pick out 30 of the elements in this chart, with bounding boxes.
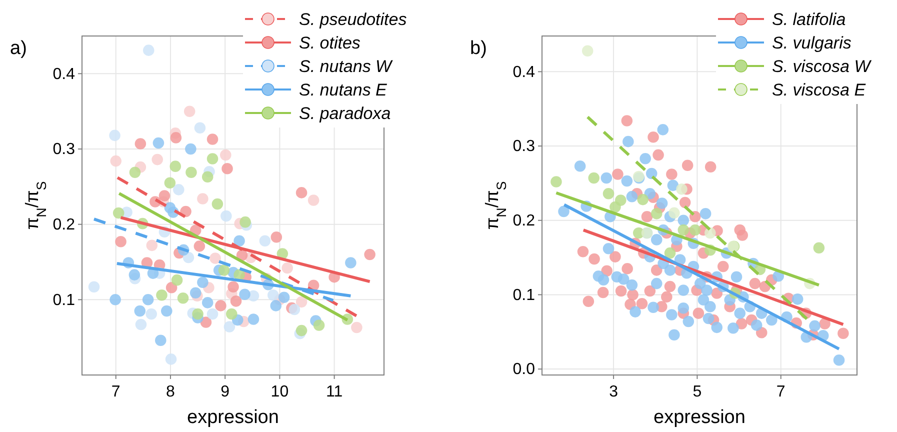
x-tick-label: 7 — [776, 383, 786, 400]
x-axis-title: expression — [654, 407, 746, 428]
legend-label: S. latifolia — [772, 10, 846, 29]
y-tick-label: 0.4 — [512, 64, 536, 81]
chart-title: a) — [10, 38, 27, 59]
x-tick-label: 3 — [609, 383, 618, 400]
y-tick-label: 0.3 — [52, 141, 76, 158]
y-tick-label: 0.1 — [52, 292, 76, 309]
x-tick-label: 5 — [692, 383, 702, 400]
chart-title: b) — [470, 38, 487, 59]
y-tick-label: 0.4 — [52, 66, 76, 83]
legend-label: S. nutans E — [299, 80, 388, 100]
legend-label: S. vulgaris — [772, 33, 852, 52]
y-tick-label: 0.2 — [512, 212, 536, 230]
x-tick-label: 9 — [220, 383, 230, 400]
x-tick-label: 8 — [166, 383, 176, 400]
x-tick-label: 7 — [111, 383, 120, 400]
y-tick-label: 0.0 — [512, 361, 536, 378]
legend-label: S. nutans W — [299, 56, 394, 76]
legend-label: S. viscosa E — [772, 80, 866, 100]
y-tick-label: 0.1 — [512, 286, 536, 304]
x-tick-label: 11 — [326, 383, 343, 400]
x-tick-label: 10 — [270, 383, 289, 400]
y-tick-label: 0.2 — [52, 216, 76, 234]
x-axis-title: expression — [187, 407, 279, 428]
legend-label: S. paradoxa — [299, 104, 391, 123]
legend-label: S. pseudotites — [299, 10, 408, 29]
y-tick-label: 0.3 — [512, 138, 536, 156]
legend-label: S. otites — [299, 33, 361, 52]
legend-label: S. viscosa W — [772, 56, 872, 76]
